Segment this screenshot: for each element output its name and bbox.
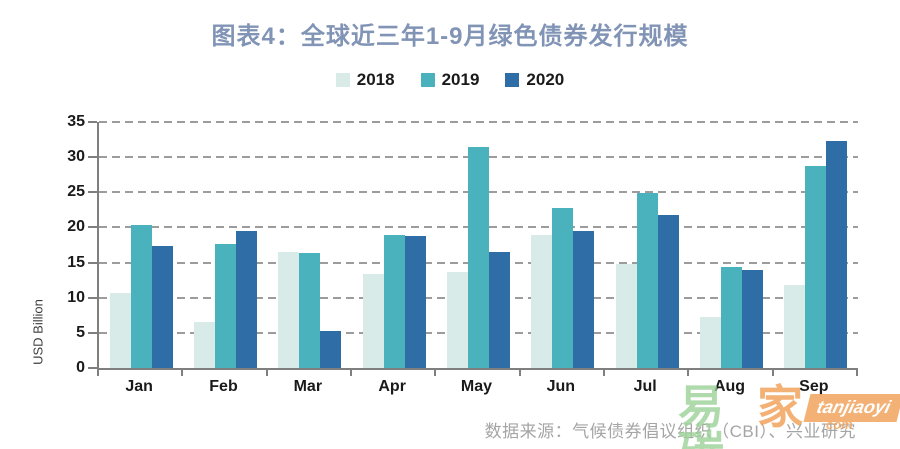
bar-2020-jan xyxy=(151,245,173,368)
plot-area xyxy=(97,121,858,370)
legend-swatch-2020 xyxy=(505,73,520,87)
y-tick-label-15: 15 xyxy=(67,253,85,271)
chart-title: 图表4：全球近三年1-9月绿色债券发行规模 xyxy=(211,23,689,50)
bar-2020-feb xyxy=(236,230,257,368)
bar-2020-may xyxy=(489,252,510,368)
watermark-tag-suffix: com xyxy=(826,417,853,432)
bar-2019-apr xyxy=(383,235,405,368)
y-tick-0 xyxy=(88,367,97,369)
x-category-label-mar: Mar xyxy=(293,378,323,395)
bar-2018-may xyxy=(447,272,468,368)
x-tick-4 xyxy=(434,370,437,376)
bar-2019-feb xyxy=(215,243,236,368)
x-tick-3 xyxy=(350,370,352,376)
bar-2018-mar xyxy=(278,252,300,368)
x-category-label-jan: Jan xyxy=(125,378,153,395)
legend-swatch-2019 xyxy=(420,73,435,87)
bar-2019-jan xyxy=(130,225,152,368)
bar-2020-jun xyxy=(573,230,595,368)
x-tick-2 xyxy=(265,370,268,376)
bar-2020-apr xyxy=(404,235,426,368)
bar-2018-jan xyxy=(109,292,131,368)
bar-2018-jun xyxy=(531,235,553,368)
y-tick-label-35: 35 xyxy=(67,113,85,130)
x-tick-8 xyxy=(771,370,774,376)
y-tick-30 xyxy=(88,156,97,159)
x-tick-6 xyxy=(603,370,605,376)
x-tick-0 xyxy=(97,370,99,376)
legend-label-2020: 2020 xyxy=(526,70,565,89)
x-category-label-feb: Feb xyxy=(209,378,238,395)
y-tick-25 xyxy=(88,191,97,194)
legend-item-2020: 2020 xyxy=(505,70,564,90)
legend-label-2018: 2018 xyxy=(356,70,395,89)
x-category-label-jun: Jun xyxy=(546,378,576,395)
watermark-text-green: 易碳 xyxy=(678,381,724,449)
bar-2020-jul xyxy=(657,214,679,368)
x-category-label-apr: Apr xyxy=(378,378,406,395)
legend-swatch-2018 xyxy=(335,73,350,87)
bar-2019-aug xyxy=(721,266,742,368)
gridline-35 xyxy=(99,121,858,123)
bar-2020-aug xyxy=(742,270,763,368)
watermark: 易碳 家 tanjiaoyi com xyxy=(678,384,900,449)
y-tick-label-30: 30 xyxy=(67,148,85,166)
y-tick-10 xyxy=(88,296,97,299)
y-tick-label-5: 5 xyxy=(76,323,85,341)
y-tick-5 xyxy=(88,331,97,334)
y-tick-label-10: 10 xyxy=(67,288,85,306)
bar-2019-jul xyxy=(636,193,658,368)
bar-2020-sep xyxy=(826,140,848,368)
x-category-label-aug: Aug xyxy=(713,378,746,395)
x-tick-1 xyxy=(181,370,184,376)
chart-legend: 2018 2019 2020 xyxy=(0,68,900,92)
x-category-label-sep: Sep xyxy=(799,378,829,395)
x-tick-5 xyxy=(518,370,521,376)
bar-2018-apr xyxy=(362,273,384,368)
watermark-text-orange: 家 xyxy=(756,381,803,433)
bar-2019-mar xyxy=(299,252,321,368)
x-category-label-may: May xyxy=(460,378,493,395)
y-tick-20 xyxy=(88,226,97,229)
x-tick-9 xyxy=(856,370,858,376)
bar-2020-mar xyxy=(320,331,342,368)
y-tick-35 xyxy=(88,121,97,123)
bar-2018-aug xyxy=(700,317,721,368)
watermark-tag-text: tanjiaoyi xyxy=(814,397,893,417)
legend-item-2018: 2018 xyxy=(335,70,395,90)
x-tick-7 xyxy=(687,370,690,376)
x-category-label-jul: Jul xyxy=(633,378,657,395)
y-tick-label-0: 0 xyxy=(76,359,85,376)
y-tick-15 xyxy=(88,261,97,264)
bar-2018-feb xyxy=(194,321,215,368)
bar-2019-sep xyxy=(805,165,827,368)
bar-2018-sep xyxy=(784,285,806,368)
bar-2018-jul xyxy=(615,263,637,368)
legend-label-2019: 2019 xyxy=(441,70,480,89)
bar-2019-jun xyxy=(552,207,574,368)
bar-2019-may xyxy=(468,147,489,368)
data-source-note: 数据来源：气候债券倡议组织（CBI）、兴业研究 xyxy=(484,422,856,441)
y-tick-label-25: 25 xyxy=(67,183,85,201)
legend-item-2019: 2019 xyxy=(420,70,480,90)
y-tick-label-20: 20 xyxy=(67,218,85,236)
